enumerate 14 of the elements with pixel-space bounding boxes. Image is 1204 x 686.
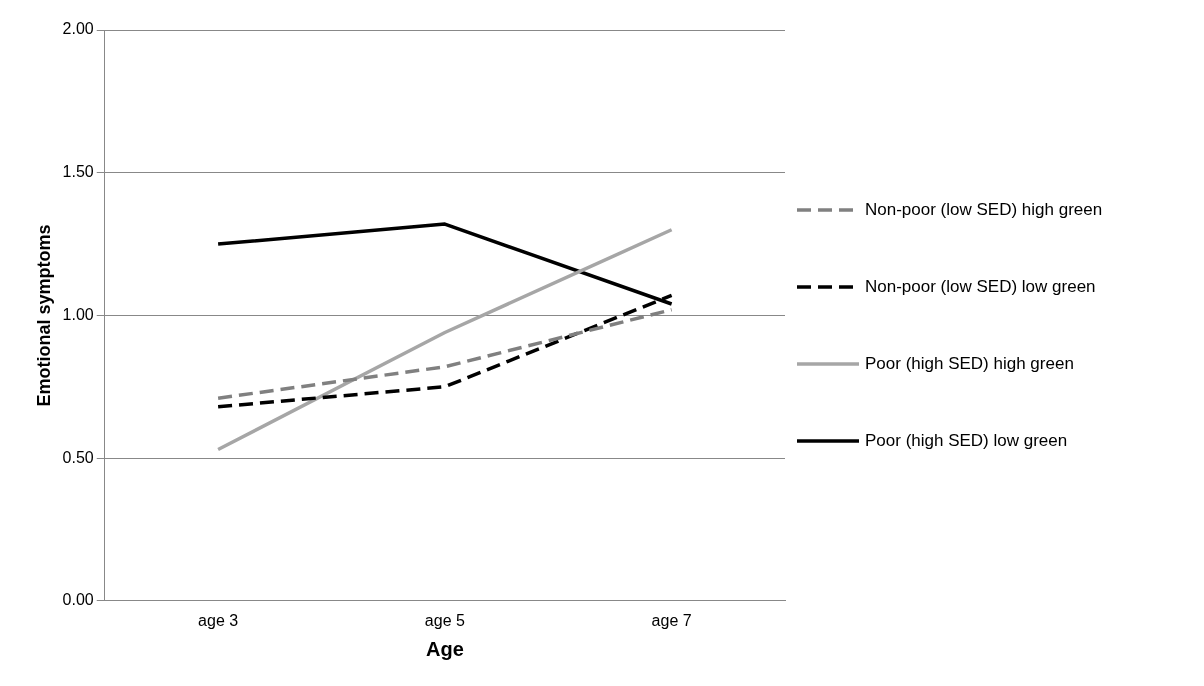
y-tick-label: 2.00 (62, 20, 94, 38)
y-tick-label: 0.50 (62, 448, 94, 466)
y-tick-label: 1.00 (62, 305, 94, 323)
x-tick-label: age 5 (424, 611, 465, 629)
y-tick-label: 0.00 (62, 591, 94, 609)
legend-label: Non-poor (low SED) high green (865, 200, 1103, 220)
legend-label: Poor (high SED) high green (865, 354, 1074, 374)
legend-label: Poor (high SED) low green (865, 431, 1068, 451)
y-tick-label: 1.50 (62, 163, 94, 181)
y-axis-title: Emotional symptoms (33, 224, 54, 407)
legend-label: Non-poor (low SED) low green (865, 277, 1096, 297)
x-axis-title: Age (425, 637, 464, 660)
x-tick-label: age 7 (651, 611, 692, 629)
x-tick-label: age 3 (198, 611, 239, 629)
